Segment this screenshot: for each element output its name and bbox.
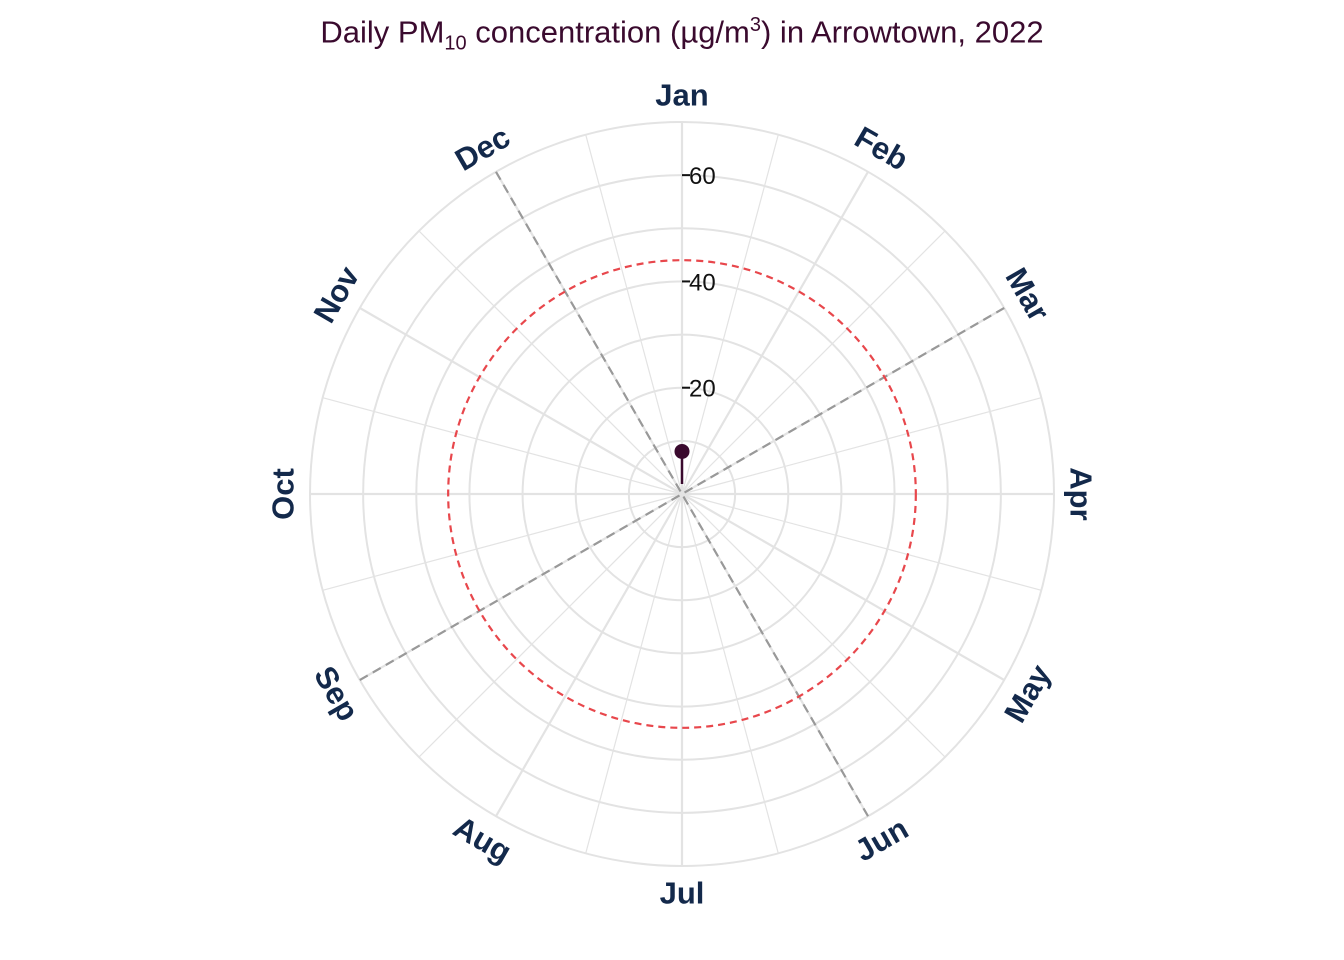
month-label-mar: Mar: [999, 262, 1057, 327]
grid-spoke-minor: [681, 493, 1042, 591]
grid-spoke-minor: [681, 397, 1042, 495]
month-label-dec: Dec: [449, 119, 516, 178]
grid-spoke-minor: [418, 230, 683, 495]
data-point: [674, 443, 690, 459]
grid-spoke-minor: [681, 134, 779, 495]
title-post: ) in Arrowtown, 2022: [761, 14, 1044, 50]
threshold-ring: [447, 259, 917, 729]
month-label-nov: Nov: [307, 260, 367, 329]
radial-tick-label: 40: [689, 269, 716, 296]
grid-layer: [309, 121, 1055, 867]
title-mid: concentration (µg/m: [466, 14, 750, 50]
radial-tick-label: 20: [689, 376, 716, 403]
month-label-aug: Aug: [448, 809, 518, 869]
month-label-feb: Feb: [849, 120, 914, 178]
chart-title: Daily PM10 concentration (µg/m3) in Arro…: [0, 14, 1344, 56]
grid-spoke-minor: [322, 397, 683, 495]
season-boundary-line: [495, 171, 869, 817]
grid-spoke-minor: [681, 493, 946, 758]
grid-spoke-minor: [681, 230, 946, 495]
radial-tick-label: 60: [689, 163, 716, 190]
grid-spoke-major: [359, 307, 683, 495]
grid-spoke-major: [681, 493, 1005, 681]
title-pre: Daily PM: [320, 14, 445, 50]
title-superscript: 3: [749, 14, 761, 36]
data-points: [674, 443, 690, 484]
grid-spoke-major: [495, 493, 683, 817]
month-label-jun: Jun: [849, 811, 914, 869]
season-lines: [359, 171, 1005, 817]
grid-spoke-minor: [322, 493, 683, 591]
radial-axis: 20 40 60: [682, 163, 716, 403]
month-label-jul: Jul: [660, 876, 705, 911]
threshold-ring: [447, 259, 917, 729]
season-boundary-line: [359, 307, 1005, 681]
grid-spoke-minor: [418, 493, 683, 758]
title-subscript: 10: [444, 32, 467, 55]
grid-spoke-major: [681, 171, 869, 495]
month-label-may: May: [997, 658, 1058, 728]
month-label-apr: Apr: [1064, 467, 1099, 520]
grid-spoke-minor: [585, 493, 683, 854]
grid-spoke-minor: [681, 493, 779, 854]
grid-spoke-minor: [585, 134, 683, 495]
month-label-sep: Sep: [307, 660, 366, 727]
month-label-jan: Jan: [655, 78, 708, 113]
month-label-oct: Oct: [266, 468, 301, 520]
